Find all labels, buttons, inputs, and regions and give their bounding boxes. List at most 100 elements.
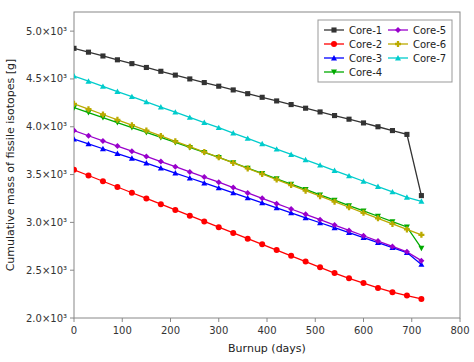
series-line (74, 48, 421, 195)
legend-label: Core-7 (413, 53, 446, 64)
tick-mark (70, 222, 74, 223)
point (216, 84, 221, 89)
point (172, 164, 178, 170)
point (187, 76, 192, 81)
point (288, 206, 294, 212)
point (143, 99, 149, 104)
point (361, 120, 366, 125)
point (289, 102, 294, 107)
point (303, 157, 309, 162)
point (187, 213, 193, 219)
point (173, 73, 178, 78)
point (404, 226, 410, 232)
point (74, 46, 77, 51)
point (288, 253, 294, 259)
point (389, 189, 395, 194)
legend-label: Core-4 (349, 67, 382, 78)
point (274, 176, 280, 181)
point (216, 179, 222, 185)
point (187, 114, 193, 119)
point (332, 270, 338, 276)
legend-label: Core-3 (349, 53, 382, 64)
point (375, 184, 381, 189)
point (201, 120, 207, 125)
tick-label: 100 (113, 325, 132, 336)
point (259, 141, 265, 146)
point (317, 162, 323, 167)
point (288, 182, 294, 187)
point (245, 166, 251, 171)
tick-mark (122, 318, 123, 322)
point (216, 185, 222, 190)
point (361, 233, 367, 239)
point (418, 246, 424, 251)
point (216, 154, 222, 160)
tick-label: 700 (402, 325, 421, 336)
point (259, 195, 265, 201)
point (129, 94, 135, 99)
tick-label: 2.5×10³ (26, 265, 67, 276)
point (172, 207, 178, 213)
point (114, 117, 120, 123)
point (115, 57, 120, 62)
tick-label: 5.0×10³ (26, 26, 67, 37)
point (389, 221, 395, 227)
point (346, 275, 352, 281)
point (187, 175, 193, 180)
legend-label: Core-2 (349, 39, 382, 50)
point (172, 109, 178, 114)
point (158, 201, 164, 207)
chart: 01002003004005006007008002.0×10³2.5×10³3… (0, 0, 474, 362)
point (245, 236, 251, 242)
tick-mark (315, 318, 316, 322)
tick-label: 500 (306, 325, 325, 336)
tick-label: 600 (354, 325, 373, 336)
series-line (74, 139, 421, 264)
point (274, 201, 280, 207)
point (100, 53, 105, 58)
point (85, 173, 91, 179)
point (143, 128, 149, 134)
point (74, 73, 77, 78)
point (303, 259, 309, 265)
point (129, 148, 135, 154)
point (100, 178, 106, 184)
point (143, 160, 149, 165)
y-axis-label: Cumulative mass of fissile isotopes [g] (4, 59, 17, 272)
point (231, 87, 236, 92)
point (274, 98, 279, 103)
point (418, 296, 424, 302)
legend-marker (395, 27, 401, 33)
tick-mark (411, 318, 412, 322)
point (100, 138, 106, 144)
point (361, 178, 367, 183)
point (418, 198, 424, 203)
point (74, 136, 77, 141)
series-line (74, 170, 421, 299)
legend-marker (331, 41, 337, 47)
point (317, 264, 323, 270)
point (158, 69, 163, 74)
series-line (74, 131, 421, 261)
point (85, 133, 91, 139)
point (418, 232, 424, 238)
point (317, 193, 323, 199)
point (274, 177, 280, 183)
point (143, 153, 149, 159)
point (303, 211, 309, 217)
legend-marker (395, 41, 401, 47)
point (100, 83, 106, 88)
point (404, 132, 409, 137)
tick-mark (70, 318, 74, 319)
legend-marker (331, 55, 337, 60)
point (230, 160, 236, 165)
tick-label: 0 (71, 325, 77, 336)
point (361, 280, 367, 286)
legend-marker (331, 27, 336, 32)
point (245, 190, 251, 196)
point (85, 78, 91, 83)
point (114, 143, 120, 149)
point (346, 227, 352, 233)
point (318, 109, 323, 114)
point (404, 249, 410, 255)
